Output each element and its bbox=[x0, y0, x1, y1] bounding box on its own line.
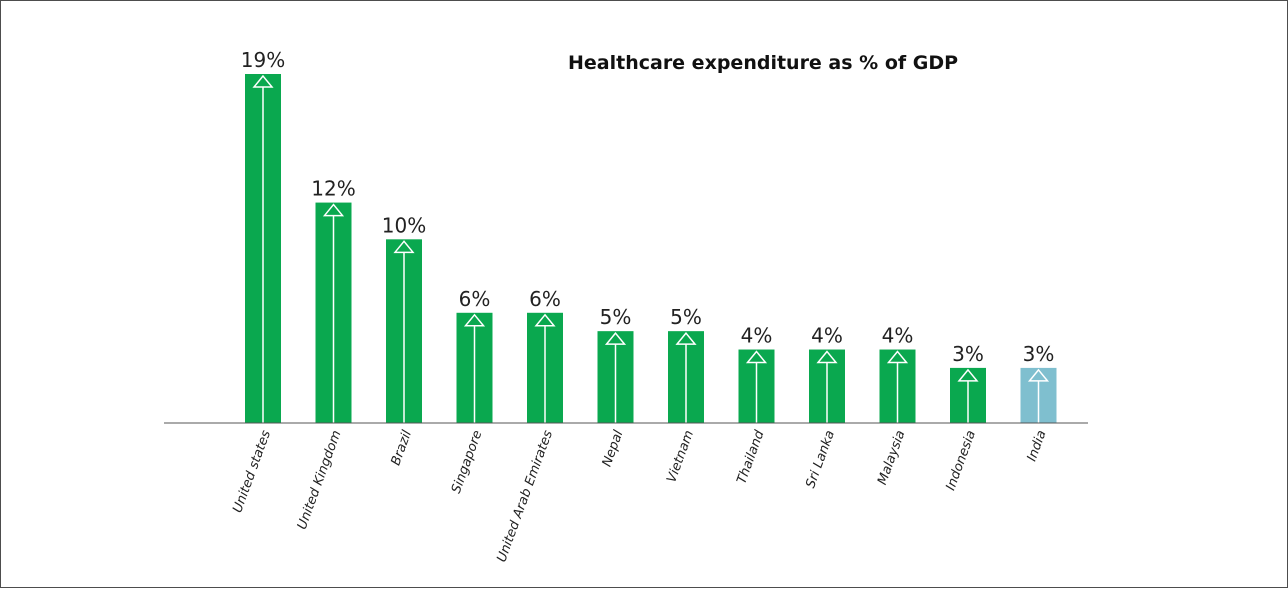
data-label: 12% bbox=[311, 177, 355, 201]
x-tick-label: Malaysia bbox=[875, 428, 909, 487]
bar-group: 5% Nepal bbox=[597, 305, 634, 469]
bar-group: 5% Vietnam bbox=[664, 305, 704, 485]
bar-group: 3% Indonesia bbox=[943, 342, 986, 493]
bar-group: 12% United Kingdom bbox=[295, 177, 356, 532]
bar-group: 4% Thailand bbox=[734, 324, 775, 486]
bar-group: 19% United states bbox=[230, 48, 285, 515]
data-label: 5% bbox=[600, 305, 632, 329]
x-tick-label: Nepal bbox=[600, 428, 627, 469]
data-label: 4% bbox=[882, 324, 914, 348]
bar-group: 6% United Arab Emirates bbox=[494, 287, 563, 564]
data-label: 6% bbox=[529, 287, 561, 311]
bar-group: 6% Singapore bbox=[449, 287, 493, 495]
x-tick-label: Vietnam bbox=[664, 428, 697, 484]
data-label: 4% bbox=[741, 324, 773, 348]
x-tick-label: United Arab Emirates bbox=[494, 428, 556, 564]
data-label: 4% bbox=[811, 324, 843, 348]
x-tick-label: Thailand bbox=[734, 428, 767, 486]
x-tick-label: Singapore bbox=[449, 428, 486, 495]
data-label: 3% bbox=[1023, 342, 1055, 366]
x-tick-label: Indonesia bbox=[943, 428, 979, 492]
bar-group: 4% Sri Lanka bbox=[803, 324, 845, 490]
data-label: 6% bbox=[459, 287, 491, 311]
bar-group: 10% Brazil bbox=[382, 213, 426, 467]
x-tick-label: Sri Lanka bbox=[803, 428, 838, 490]
data-label: 3% bbox=[952, 342, 984, 366]
x-tick-label: Brazil bbox=[389, 428, 416, 468]
bar-group: 3% India bbox=[1020, 342, 1057, 464]
x-tick-label: India bbox=[1025, 428, 1050, 463]
data-label: 19% bbox=[241, 48, 285, 72]
bar-group: 4% Malaysia bbox=[875, 324, 916, 487]
x-tick-label: United Kingdom bbox=[295, 428, 345, 531]
data-label: 10% bbox=[382, 213, 426, 237]
x-tick-label: United states bbox=[230, 428, 274, 515]
data-label: 5% bbox=[670, 305, 702, 329]
chart-title: Healthcare expenditure as % of GDP bbox=[568, 52, 958, 74]
